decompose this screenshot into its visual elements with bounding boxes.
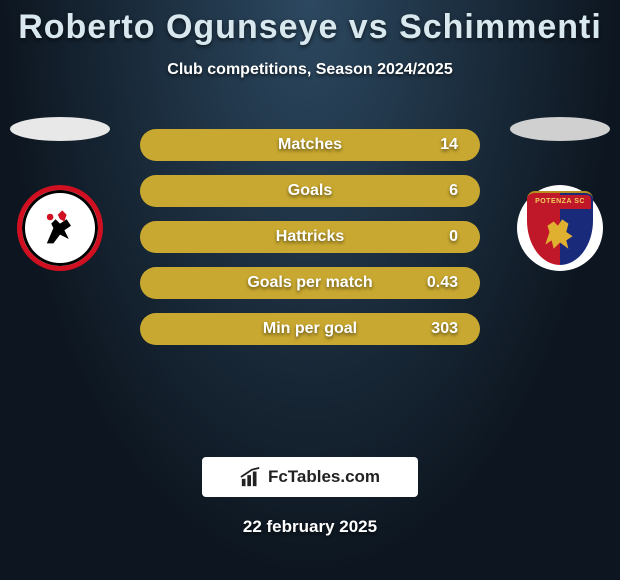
date-label: 22 february 2025	[0, 517, 620, 537]
page-title: Roberto Ogunseye vs Schimmenti	[0, 0, 620, 47]
club-left	[10, 117, 110, 271]
lion-icon	[539, 211, 581, 253]
club-left-crest	[17, 185, 103, 271]
stat-value-right: 0	[418, 228, 458, 246]
club-right: POTENZA SC	[510, 117, 610, 271]
stat-value-right: 303	[418, 320, 458, 338]
club-right-ellipse	[510, 117, 610, 141]
club-left-ellipse	[10, 117, 110, 141]
stat-value-right: 0.43	[418, 274, 458, 292]
potenza-shield: POTENZA SC	[527, 191, 593, 265]
club-right-crest: POTENZA SC	[517, 185, 603, 271]
stat-bar: Matches 14	[140, 129, 480, 161]
brand-box: FcTables.com	[202, 457, 418, 497]
stat-label: Hattricks	[276, 228, 344, 246]
stat-label: Min per goal	[263, 320, 357, 338]
foggia-icon	[38, 206, 82, 250]
comparison-panel: POTENZA SC Matches 14 Goals 6 Hattricks 0 Goal…	[0, 117, 620, 437]
stat-value-right: 6	[418, 182, 458, 200]
stat-label: Goals per match	[247, 274, 372, 292]
stat-bar: Min per goal 303	[140, 313, 480, 345]
bars-chart-icon	[240, 466, 262, 488]
brand-label: FcTables.com	[268, 467, 380, 487]
subtitle: Club competitions, Season 2024/2025	[0, 61, 620, 79]
stat-value-right: 14	[418, 136, 458, 154]
stat-label: Goals	[288, 182, 332, 200]
stat-bars: Matches 14 Goals 6 Hattricks 0 Goals per match…	[140, 129, 480, 359]
stat-label: Matches	[278, 136, 342, 154]
stat-bar: Goals per match 0.43	[140, 267, 480, 299]
potenza-banner: POTENZA SC	[529, 195, 591, 209]
stat-bar: Goals 6	[140, 175, 480, 207]
stat-bar: Hattricks 0	[140, 221, 480, 253]
